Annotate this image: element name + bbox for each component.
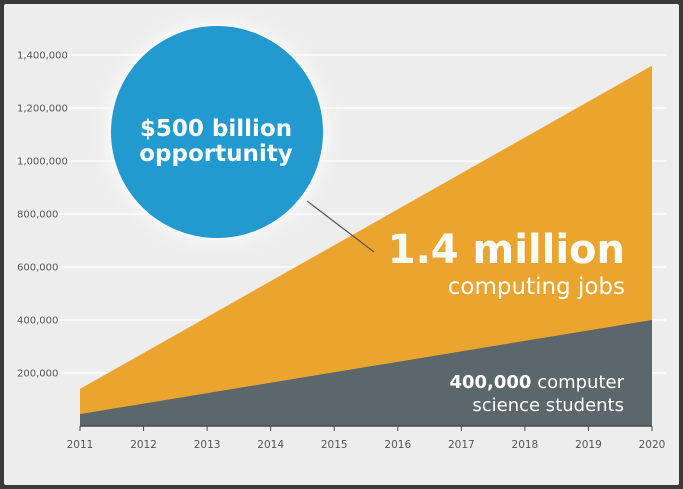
bubble-line-2: opportunity xyxy=(139,141,293,167)
x-tick-label: 2011 xyxy=(67,439,94,451)
series-area-computer-science-students xyxy=(80,320,652,426)
x-tick-label: 2015 xyxy=(321,439,348,451)
y-tick-label: 1,400,000 xyxy=(17,51,68,62)
students-line-2: science students xyxy=(472,395,624,416)
bubble-line-1: $500 billion xyxy=(140,116,292,142)
students-line-1: 400,000 computer xyxy=(449,372,624,393)
x-tick-label: 2018 xyxy=(512,439,539,451)
y-tick-label: 400,000 xyxy=(17,316,58,327)
y-tick-label: 600,000 xyxy=(17,263,58,274)
y-tick-label: 200,000 xyxy=(17,369,58,380)
x-tick-label: 2017 xyxy=(448,439,475,451)
students-number: 400,000 xyxy=(449,372,531,393)
jobs-number: 1.4 million xyxy=(388,227,625,273)
jobs-label: computing jobs xyxy=(448,274,625,300)
x-tick-label: 2012 xyxy=(130,439,157,451)
y-tick-label: 1,200,000 xyxy=(17,104,68,115)
x-tick-label: 2019 xyxy=(575,439,602,451)
y-axis-ticks: 1,400,000 1,200,000 1,000,000 800,000 600,00… xyxy=(17,51,68,380)
x-tick-label: 2020 xyxy=(639,439,666,451)
students-label-part1: computer xyxy=(537,372,624,393)
y-tick-label: 800,000 xyxy=(17,210,58,221)
opportunity-bubble xyxy=(111,26,323,238)
x-tick-label: 2014 xyxy=(257,439,284,451)
y-tick-label: 1,000,000 xyxy=(17,157,68,168)
x-axis-ticks: 2011 2012 2013 2014 2015 2016 2017 2018 2019 2020 xyxy=(67,426,666,451)
x-tick-label: 2013 xyxy=(194,439,221,451)
x-tick-label: 2016 xyxy=(384,439,411,451)
bubble-connector-line xyxy=(306,200,375,253)
